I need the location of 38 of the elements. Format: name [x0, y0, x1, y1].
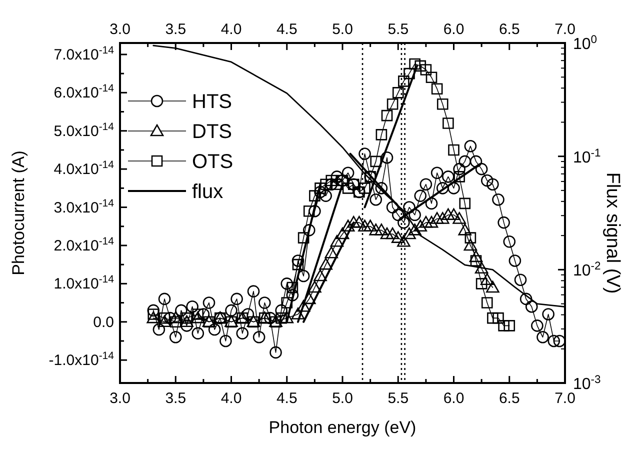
x2-tick-label: 4.0 [220, 390, 242, 407]
x-tick-label: 4.5 [276, 21, 298, 38]
x-tick-label: 7.0 [554, 21, 576, 38]
y-tick-label: 4.0x10$^{-14}$ [54, 159, 114, 178]
y-tick-label: 5.0x10$^{-14}$ [54, 120, 114, 140]
y2-tick-label: 10$^{-3}$ [573, 374, 601, 393]
x2-tick-label: 3.5 [165, 390, 186, 407]
x-tick-label: 4.0 [220, 21, 242, 38]
y-tick-label: 1.0x10$^{-14}$ [54, 274, 114, 293]
y2-axis-title: Flux signal (V) [602, 172, 623, 294]
x2-tick-label: 5.0 [332, 390, 353, 407]
legend-label: OTS [192, 151, 234, 173]
y2-tick-label: 10$^{-2}$ [573, 260, 601, 280]
x-axis-title: Photon energy (eV) [268, 418, 416, 437]
y-axis-title: Photocurrent (A) [9, 150, 28, 276]
y-tick-label: -1.0x10$^{-14}$ [48, 350, 114, 370]
x2-tick-label: 7.0 [554, 390, 576, 407]
y2-tick-label: 10$^{0}$ [573, 34, 598, 53]
legend-label: HTS [192, 91, 232, 113]
x2-tick-label: 5.5 [388, 390, 409, 407]
x-tick-label: 6.5 [498, 21, 520, 38]
x2-tick-label: 3.0 [110, 390, 130, 407]
x-tick-label: 6.0 [443, 21, 464, 38]
x2-tick-label: 6.5 [498, 390, 520, 407]
y-tick-label: 7.0x10$^{-14}$ [54, 44, 114, 64]
y-tick-label: 0.0 [93, 314, 114, 331]
legend-label: flux [192, 181, 224, 203]
x-tick-label: 3.5 [165, 21, 186, 38]
x-tick-label: 3.0 [110, 21, 130, 38]
x-tick-label: 5.0 [332, 21, 353, 38]
y2-tick-label: 10$^{-1}$ [573, 147, 601, 166]
x-tick-label: 5.5 [388, 21, 409, 38]
x2-tick-label: 4.5 [276, 390, 298, 407]
y-tick-label: 6.0x10$^{-14}$ [54, 82, 114, 102]
y-tick-label: 2.0x10$^{-14}$ [54, 235, 114, 254]
y-tick-label: 3.0x10$^{-14}$ [54, 197, 114, 216]
legend-label: DTS [192, 121, 232, 143]
x2-tick-label: 6.0 [443, 390, 464, 407]
